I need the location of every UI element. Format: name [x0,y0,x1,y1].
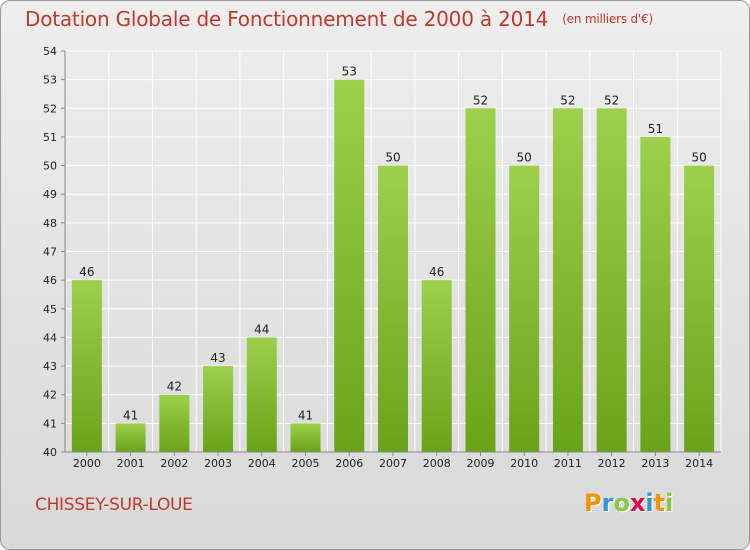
chart-subtitle: (en milliers d'€) [562,12,653,26]
bar-2009 [465,108,496,453]
logo-letter: r [601,489,614,517]
x-tick-label-2010: 2010 [510,457,538,470]
data-label-2001: 41 [123,408,138,422]
chart-title-text: Dotation Globale de Fonctionnement de 20… [25,7,549,31]
x-tick-label-2000: 2000 [73,457,101,470]
logo-letter: o [613,489,630,517]
data-label-2009: 52 [473,93,488,107]
y-tick-label: 49 [43,188,57,201]
x-tick-label-2001: 2001 [117,457,145,470]
bar-2013 [640,136,671,452]
y-tick-label: 53 [43,74,57,87]
y-tick-label: 43 [43,360,57,373]
logo-letter: x [629,489,646,517]
y-tick-label: 54 [43,45,57,58]
bar-2012 [596,108,627,453]
y-tick-label: 46 [43,274,57,287]
bar-2014 [684,165,715,453]
x-tick-label-2007: 2007 [379,457,407,470]
x-tick-label-2004: 2004 [248,457,276,470]
bar-2005 [290,423,321,452]
logo-letter: i [645,489,654,517]
commune-name: CHISSEY-SUR-LOUE [35,495,193,515]
chart-title: Dotation Globale de Fonctionnement de 20… [25,7,653,31]
y-tick-label: 47 [43,246,57,259]
bars: 46 41 42 43 44 41 53 50 46 52 50 52 52 51 50 [71,65,715,453]
bar-2000 [71,280,102,452]
bar-2006 [334,79,365,453]
axes: 40 41 42 43 44 45 46 47 48 49 50 51 52 53 54 2000 2001 20… [43,45,721,470]
y-tick-label: 45 [43,303,57,316]
data-label-2002: 42 [167,380,182,394]
y-tick-label: 40 [43,446,57,459]
x-tick-label-2002: 2002 [160,457,188,470]
data-label-2013: 51 [648,122,663,136]
data-label-2014: 50 [691,151,706,165]
x-tick-label-2013: 2013 [641,457,669,470]
y-tick-label: 41 [43,417,57,430]
y-tick-label: 50 [43,160,57,173]
x-tick-label-2003: 2003 [204,457,232,470]
x-tick-label-2006: 2006 [335,457,363,470]
bar-2001 [115,423,146,452]
data-label-2007: 50 [385,151,400,165]
bar-2007 [378,165,408,453]
y-tick-label: 52 [43,102,57,115]
x-tick-label-2008: 2008 [423,457,451,470]
bar-2004 [246,337,277,452]
data-label-2003: 43 [210,351,225,365]
data-label-2010: 50 [517,151,532,165]
data-label-2005: 41 [298,408,313,422]
data-label-2011: 52 [560,93,575,107]
bar-2003 [203,366,234,452]
x-tick-label-2011: 2011 [554,457,582,470]
logo-letter: P [584,489,602,517]
data-label-2008: 46 [429,265,444,279]
bar-2008 [421,280,452,452]
x-tick-label-2012: 2012 [598,457,626,470]
y-tick-label: 48 [43,217,57,230]
bar-2002 [159,394,190,452]
y-tick-label: 51 [43,131,57,144]
y-tick-label: 42 [43,389,57,402]
x-tick-label-2005: 2005 [292,457,320,470]
x-tick-label-2014: 2014 [685,457,713,470]
logo-letter: i [665,489,674,517]
data-label-2000: 46 [79,265,94,279]
data-label-2012: 52 [604,93,619,107]
data-label-2004: 44 [254,322,269,336]
data-label-2006: 53 [342,65,357,79]
y-tick-label: 44 [43,331,57,344]
logo-letter: t [653,489,666,517]
x-tick-label-2009: 2009 [466,457,494,470]
proxiti-logo[interactable]: Proxiti [584,489,673,517]
bar-2011 [552,108,583,453]
bar-2010 [509,165,540,453]
